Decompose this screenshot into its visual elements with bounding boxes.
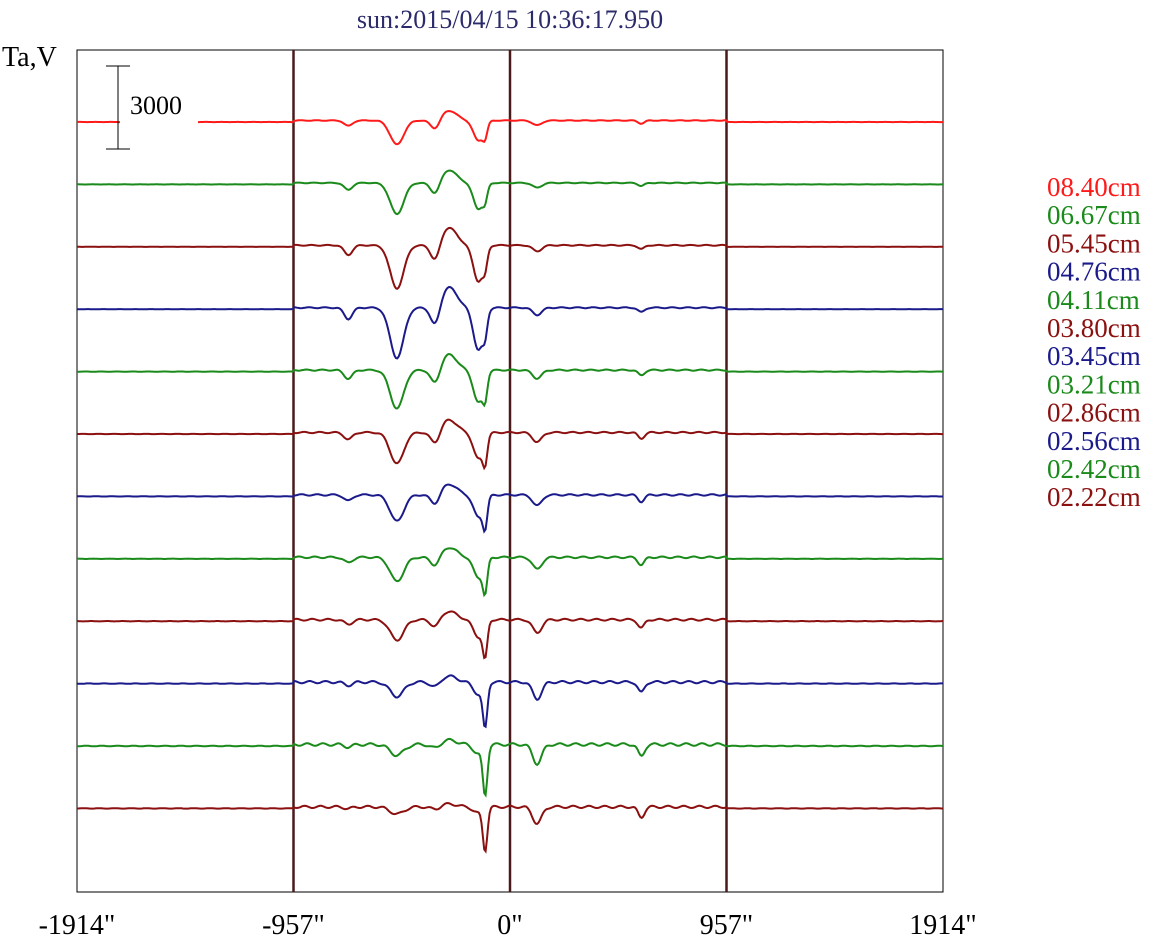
legend-entry-0: 08.40cm [1047, 172, 1141, 202]
x-tick-label-4: 1914" [909, 910, 976, 941]
series-line-10 [76, 737, 944, 798]
chart-title: sun:2015/04/15 10:36:17.950 [357, 5, 663, 34]
series-line-7 [77, 547, 944, 598]
scale-bar: 3000 [106, 65, 198, 150]
series-line-0 [76, 109, 944, 146]
legend-entry-8: 02.86cm [1047, 398, 1141, 428]
vertical-markers [292, 50, 728, 892]
legend-entry-1: 06.67cm [1047, 200, 1141, 230]
x-tick-label-1: -957" [262, 910, 325, 941]
series-lines [76, 109, 944, 854]
series-line-4 [77, 352, 943, 410]
legend-entry-9: 02.56cm [1047, 426, 1141, 456]
series-line-9 [76, 674, 943, 729]
x-tick-label-0: -1914" [39, 910, 116, 941]
legend-entry-6: 03.45cm [1047, 341, 1141, 371]
series-line-6 [76, 483, 943, 534]
legend-entry-11: 02.22cm [1047, 482, 1141, 512]
legend-entry-5: 03.80cm [1047, 313, 1141, 343]
series-line-3 [76, 285, 943, 360]
scale-bar-label: 3000 [130, 91, 182, 120]
x-tick-label-3: 957" [700, 910, 753, 941]
series-line-8 [77, 610, 944, 660]
series-line-11 [76, 801, 944, 854]
scale-bar-mask [120, 96, 198, 136]
legend-entry-4: 04.11cm [1047, 285, 1140, 315]
legend: 08.40cm06.67cm05.45cm04.76cm04.11cm03.80… [1047, 172, 1141, 512]
series-line-2 [77, 226, 943, 290]
x-tick-labels: -1914" -957" 0" 957" 1914" [39, 910, 977, 941]
series-line-1 [77, 169, 943, 216]
x-tick-label-2: 0" [497, 910, 522, 941]
series-line-5 [76, 418, 943, 471]
y-axis-label: Ta,V [2, 42, 57, 73]
legend-entry-3: 04.76cm [1047, 257, 1141, 287]
legend-entry-7: 03.21cm [1047, 369, 1141, 399]
legend-entry-10: 02.42cm [1047, 454, 1141, 484]
legend-entry-2: 05.45cm [1047, 228, 1141, 258]
